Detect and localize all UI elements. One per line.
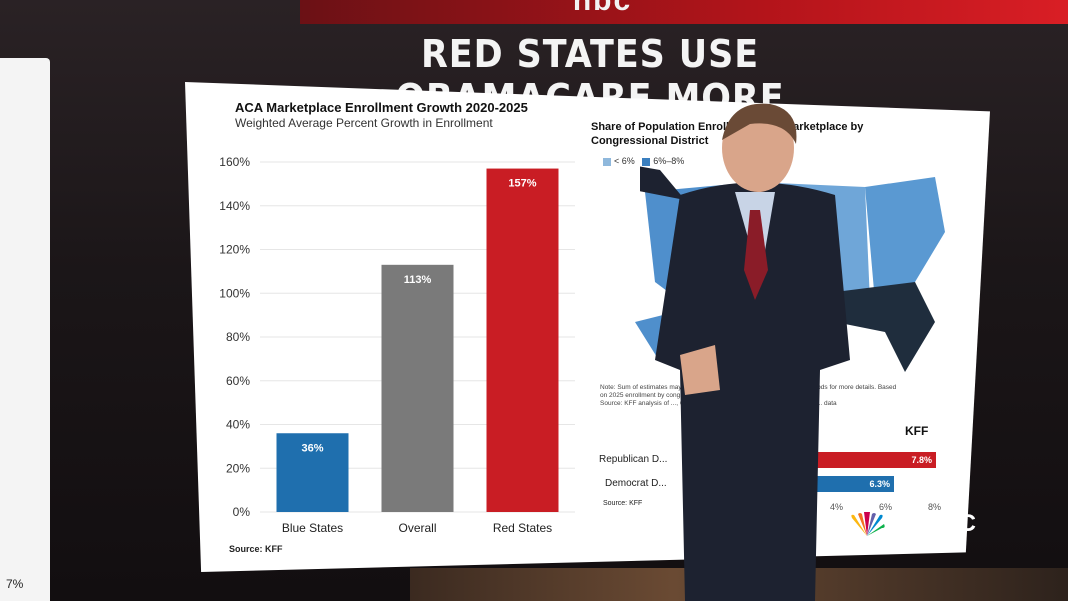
bar-blue-states: [276, 433, 349, 512]
legend-label-low: < 6%: [614, 156, 635, 166]
row-label-republican: Republican D...: [599, 454, 668, 465]
msnbc-wordmark: MSNBC: [890, 510, 976, 537]
category-label-overall: Overall: [398, 521, 436, 535]
presenter-hair: [722, 103, 797, 144]
chart-subtitle: Weighted Average Percent Growth in Enrol…: [235, 116, 493, 130]
presenter-arm: [640, 166, 685, 200]
ytick-label-40: 40%: [226, 418, 250, 432]
ytick-label-0: 0%: [233, 505, 251, 519]
legend-label-mid: 6%–8%: [653, 156, 685, 166]
row-bar-republican: 7.8%: [800, 452, 936, 468]
presenter-hand: [680, 345, 720, 395]
chart-source: Source: KFF: [229, 544, 283, 554]
ytick-label-140: 140%: [219, 199, 250, 213]
left-screen-panel: 7%: [0, 58, 50, 601]
ytick-label-20: 20%: [226, 461, 250, 475]
msnbc-logo: MSNBC: [848, 510, 976, 538]
category-label-blue-states: Blue States: [282, 521, 343, 535]
top-network-logo: nbc: [572, 0, 633, 17]
ytick-label-60: 60%: [226, 374, 250, 388]
map-legend: < 6% 6%–8%: [603, 156, 684, 166]
row-bar-democrat: 6.3%: [800, 476, 894, 492]
kff-brand: KFF: [905, 424, 929, 438]
bar-value-label-overall: 113%: [404, 274, 432, 286]
bar-red-states: [486, 168, 559, 512]
legend-swatch-mid: [642, 157, 651, 166]
us-map-east: [865, 177, 945, 302]
legend-swatch-low: [603, 157, 611, 166]
ytick-label-120: 120%: [219, 243, 250, 257]
row-xtick-6: 6%: [879, 502, 893, 512]
peacock-icon: [851, 511, 885, 536]
left-panel-value: 7%: [6, 577, 24, 591]
ytick-label-160: 160%: [219, 155, 250, 169]
bar-value-label-red-states: 157%: [508, 178, 536, 190]
row-xtick-8: 8%: [928, 502, 942, 512]
ytick-label-80: 80%: [226, 330, 250, 344]
chart-title: ACA Marketplace Enrollment Growth 2020-2…: [235, 100, 528, 115]
bar-chart: 0% 20% 40% 60% 80% 100% 120% 140% 160% 36% Blue St…: [219, 155, 575, 535]
category-label-red-states: Red States: [493, 521, 552, 535]
row-label-democrat: Democrat D...: [605, 478, 667, 489]
presenter-body: [655, 182, 850, 601]
top-red-strip: [300, 0, 1068, 24]
map-source: Source: KFF: [603, 500, 643, 507]
us-map-southeast: [835, 282, 935, 372]
bar-value-label-blue-states: 36%: [301, 442, 323, 454]
row-xtick-4: 4%: [830, 502, 844, 512]
presenter: [640, 103, 850, 601]
bar-overall: [381, 264, 454, 512]
ytick-label-100: 100%: [219, 286, 250, 300]
presenter-tie: [744, 210, 768, 300]
